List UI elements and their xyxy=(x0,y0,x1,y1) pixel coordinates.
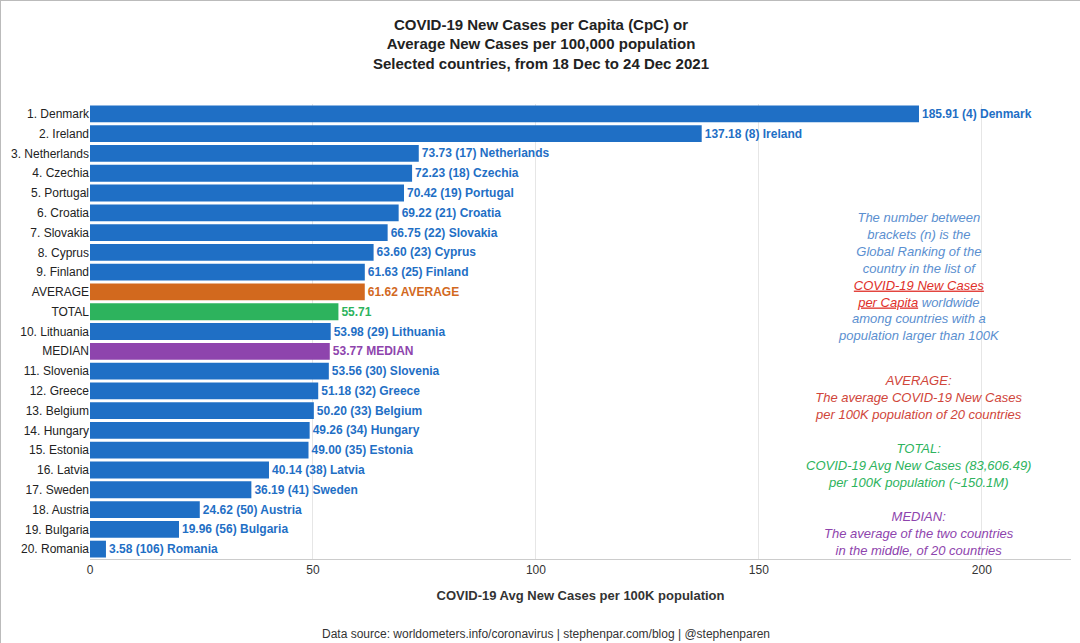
svg-text:50.20 (33) Belgium: 50.20 (33) Belgium xyxy=(317,404,422,418)
svg-text:1. Denmark: 1. Denmark xyxy=(27,107,90,121)
svg-text:17. Sweden: 17. Sweden xyxy=(26,483,89,497)
svg-text:8. Cyprus: 8. Cyprus xyxy=(38,246,89,260)
svg-text:18. Austria: 18. Austria xyxy=(32,503,89,517)
svg-text:13. Belgium: 13. Belgium xyxy=(26,404,89,418)
svg-text:36.19 (41) Sweden: 36.19 (41) Sweden xyxy=(254,483,357,497)
svg-text:16. Latvia: 16. Latvia xyxy=(37,463,89,477)
svg-text:20. Romania: 20. Romania xyxy=(21,542,89,556)
svg-text:11. Slovenia: 11. Slovenia xyxy=(24,364,89,378)
svg-text:19.96 (56) Bulgaria: 19.96 (56) Bulgaria xyxy=(182,522,288,536)
svg-text:COVID-19 Avg New Cases per 100: COVID-19 Avg New Cases per 100K populati… xyxy=(437,588,725,603)
svg-text:19. Bulgaria: 19. Bulgaria xyxy=(25,523,89,537)
svg-text:12. Greece: 12. Greece xyxy=(30,384,90,398)
svg-text:MEDIAN:The average of the two: MEDIAN:The average of the two countriesi… xyxy=(824,509,1014,558)
svg-text:MEDIAN: MEDIAN xyxy=(42,344,89,358)
svg-text:72.23 (18) Czechia: 72.23 (18) Czechia xyxy=(415,166,519,180)
svg-text:55.71: 55.71 xyxy=(341,305,371,319)
svg-text:61.63 (25) Finland: 61.63 (25) Finland xyxy=(368,265,469,279)
svg-text:150: 150 xyxy=(749,563,769,577)
svg-text:53.56 (30) Slovenia: 53.56 (30) Slovenia xyxy=(332,364,440,378)
svg-text:63.60 (23) Cyprus: 63.60 (23) Cyprus xyxy=(377,245,477,259)
svg-text:TOTAL:COVID-19 Avg New Cases (: TOTAL:COVID-19 Avg New Cases (83,606.49)… xyxy=(806,441,1031,490)
svg-text:COVID-19 New Cases per Capita: COVID-19 New Cases per Capita (CpC) orAv… xyxy=(373,16,709,72)
svg-text:TOTAL: TOTAL xyxy=(51,305,89,319)
svg-text:0: 0 xyxy=(87,563,94,577)
svg-text:100: 100 xyxy=(526,563,546,577)
svg-text:6. Croatia: 6. Croatia xyxy=(37,206,89,220)
svg-text:2. Ireland: 2. Ireland xyxy=(39,127,89,141)
svg-text:69.22 (21) Croatia: 69.22 (21) Croatia xyxy=(402,206,502,220)
svg-text:70.42 (19) Portugal: 70.42 (19) Portugal xyxy=(407,186,514,200)
svg-text:9. Finland: 9. Finland xyxy=(36,265,89,279)
svg-text:5. Portugal: 5. Portugal xyxy=(31,186,89,200)
svg-text:50: 50 xyxy=(306,563,320,577)
svg-text:200: 200 xyxy=(972,563,992,577)
svg-text:4. Czechia: 4. Czechia xyxy=(32,166,89,180)
svg-text:49.00 (35) Estonia: 49.00 (35) Estonia xyxy=(312,443,414,457)
svg-text:24.62 (50) Austria: 24.62 (50) Austria xyxy=(203,503,302,517)
svg-text:185.91 (4) Denmark: 185.91 (4) Denmark xyxy=(922,107,1032,121)
svg-text:15. Estonia: 15. Estonia xyxy=(29,443,89,457)
svg-text:10. Lithuania: 10. Lithuania xyxy=(20,325,89,339)
svg-text:137.18 (8) Ireland: 137.18 (8) Ireland xyxy=(705,127,802,141)
svg-text:49.26 (34) Hungary: 49.26 (34) Hungary xyxy=(313,423,420,437)
svg-text:3. Netherlands: 3. Netherlands xyxy=(11,147,89,161)
svg-text:40.14 (38) Latvia: 40.14 (38) Latvia xyxy=(272,463,365,477)
svg-text:53.98 (29) Lithuania: 53.98 (29) Lithuania xyxy=(334,325,446,339)
svg-text:AVERAGE:The average COVID-19 N: AVERAGE:The average COVID-19 New Casespe… xyxy=(815,373,1022,422)
svg-text:73.73 (17) Netherlands: 73.73 (17) Netherlands xyxy=(422,146,550,160)
svg-text:66.75 (22) Slovakia: 66.75 (22) Slovakia xyxy=(391,226,498,240)
svg-text:The number betweenbrackets (n): The number betweenbrackets (n) is theGlo… xyxy=(838,210,1000,343)
svg-text:Data source: worldometers.info: Data source: worldometers.info/coronavir… xyxy=(322,627,770,641)
svg-text:7. Slovakia: 7. Slovakia xyxy=(30,226,89,240)
svg-text:3.58 (106) Romania: 3.58 (106) Romania xyxy=(109,542,218,556)
svg-text:61.62 AVERAGE: 61.62 AVERAGE xyxy=(368,285,459,299)
svg-text:53.77 MEDIAN: 53.77 MEDIAN xyxy=(333,344,414,358)
svg-text:14. Hungary: 14. Hungary xyxy=(24,424,89,438)
svg-text:AVERAGE: AVERAGE xyxy=(32,285,89,299)
svg-text:51.18 (32) Greece: 51.18 (32) Greece xyxy=(321,384,420,398)
